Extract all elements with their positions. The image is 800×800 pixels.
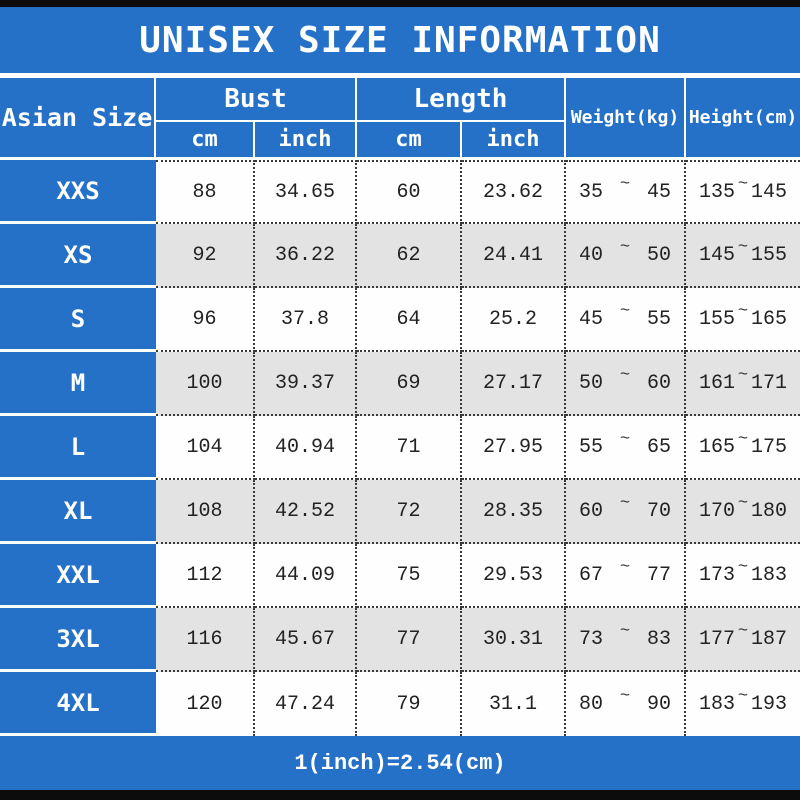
range-tilde: ~ xyxy=(619,365,631,385)
bust-inch-cell: 42.52 xyxy=(255,480,357,544)
height-range-cell: 135 ~145 xyxy=(686,160,800,224)
header-asian-size: Asian Size xyxy=(0,78,156,160)
bust-inch-cell: 37.8 xyxy=(255,288,357,352)
range-tilde: ~ xyxy=(737,237,749,257)
range-tilde: ~ xyxy=(619,493,631,513)
size-table: Asian Size Bust Length Weight(kg) Height… xyxy=(0,78,800,736)
bust-cm-cell: 100 xyxy=(156,352,255,416)
length-inch-cell: 28.35 xyxy=(462,480,566,544)
size-label-cell: S xyxy=(0,288,156,352)
weight-range-cell: 55 ~65 xyxy=(566,416,686,480)
header-length-cm-unit: cm xyxy=(357,122,462,160)
header-height: Height(cm) xyxy=(686,78,800,160)
title-band: UNISEX SIZE INFORMATION xyxy=(0,7,800,73)
title-separator xyxy=(0,73,800,78)
footer-band: 1(inch)=2.54(cm) xyxy=(0,736,800,790)
bottom-bar xyxy=(0,790,800,800)
weight-range-cell: 45 ~55 xyxy=(566,288,686,352)
length-cm-cell: 62 xyxy=(357,224,462,288)
size-label-cell: XS xyxy=(0,224,156,288)
bust-inch-cell: 36.22 xyxy=(255,224,357,288)
size-label-cell: XXL xyxy=(0,544,156,608)
range-tilde: ~ xyxy=(737,557,749,577)
range-tilde: ~ xyxy=(619,429,631,449)
bust-cm-cell: 96 xyxy=(156,288,255,352)
range-tilde: ~ xyxy=(737,174,749,194)
bust-cm-cell: 116 xyxy=(156,608,255,672)
header-length: Length xyxy=(357,78,566,122)
length-cm-cell: 72 xyxy=(357,480,462,544)
range-tilde: ~ xyxy=(737,301,749,321)
height-range-cell: 183 ~193 xyxy=(686,672,800,736)
conversion-note: 1(inch)=2.54(cm) xyxy=(294,750,506,776)
header-bust-cm-unit: cm xyxy=(156,122,255,160)
header-weight: Weight(kg) xyxy=(566,78,686,160)
length-cm-cell: 77 xyxy=(357,608,462,672)
top-bar xyxy=(0,0,800,7)
bust-cm-cell: 112 xyxy=(156,544,255,608)
bust-cm-cell: 92 xyxy=(156,224,255,288)
header-length-inch-unit: inch xyxy=(462,122,566,160)
size-label-cell: 3XL xyxy=(0,608,156,672)
range-tilde: ~ xyxy=(619,301,631,321)
weight-range-cell: 50 ~60 xyxy=(566,352,686,416)
height-range-cell: 155 ~165 xyxy=(686,288,800,352)
range-tilde: ~ xyxy=(737,493,749,513)
bust-inch-cell: 47.24 xyxy=(255,672,357,736)
bust-cm-cell: 120 xyxy=(156,672,255,736)
length-inch-cell: 25.2 xyxy=(462,288,566,352)
length-inch-cell: 27.17 xyxy=(462,352,566,416)
weight-range-cell: 73 ~83 xyxy=(566,608,686,672)
length-cm-cell: 69 xyxy=(357,352,462,416)
range-tilde: ~ xyxy=(619,237,631,257)
range-tilde: ~ xyxy=(619,557,631,577)
length-inch-cell: 24.41 xyxy=(462,224,566,288)
length-inch-cell: 29.53 xyxy=(462,544,566,608)
page-title: UNISEX SIZE INFORMATION xyxy=(139,19,661,61)
size-label-cell: L xyxy=(0,416,156,480)
bust-inch-cell: 44.09 xyxy=(255,544,357,608)
range-tilde: ~ xyxy=(619,686,631,706)
length-cm-cell: 75 xyxy=(357,544,462,608)
bust-cm-cell: 108 xyxy=(156,480,255,544)
height-range-cell: 145 ~155 xyxy=(686,224,800,288)
range-tilde: ~ xyxy=(619,621,631,641)
range-tilde: ~ xyxy=(737,365,749,385)
length-cm-cell: 79 xyxy=(357,672,462,736)
size-label-cell: XL xyxy=(0,480,156,544)
bust-inch-cell: 45.67 xyxy=(255,608,357,672)
length-cm-cell: 60 xyxy=(357,160,462,224)
height-range-cell: 177 ~187 xyxy=(686,608,800,672)
size-label-cell: XXS xyxy=(0,160,156,224)
weight-range-cell: 40 ~50 xyxy=(566,224,686,288)
length-inch-cell: 23.62 xyxy=(462,160,566,224)
header-bust-inch-unit: inch xyxy=(255,122,357,160)
range-tilde: ~ xyxy=(737,621,749,641)
weight-range-cell: 60 ~70 xyxy=(566,480,686,544)
bust-cm-cell: 88 xyxy=(156,160,255,224)
length-inch-cell: 31.1 xyxy=(462,672,566,736)
height-range-cell: 161 ~171 xyxy=(686,352,800,416)
length-inch-cell: 27.95 xyxy=(462,416,566,480)
height-range-cell: 173 ~183 xyxy=(686,544,800,608)
height-range-cell: 170 ~180 xyxy=(686,480,800,544)
length-inch-cell: 30.31 xyxy=(462,608,566,672)
range-tilde: ~ xyxy=(737,429,749,449)
bust-inch-cell: 40.94 xyxy=(255,416,357,480)
header-bust: Bust xyxy=(156,78,357,122)
length-cm-cell: 71 xyxy=(357,416,462,480)
weight-range-cell: 35 ~45 xyxy=(566,160,686,224)
length-cm-cell: 64 xyxy=(357,288,462,352)
range-tilde: ~ xyxy=(619,174,631,194)
bust-cm-cell: 104 xyxy=(156,416,255,480)
bust-inch-cell: 34.65 xyxy=(255,160,357,224)
height-range-cell: 165 ~175 xyxy=(686,416,800,480)
range-tilde: ~ xyxy=(737,686,749,706)
weight-range-cell: 80 ~90 xyxy=(566,672,686,736)
bust-inch-cell: 39.37 xyxy=(255,352,357,416)
size-label-cell: M xyxy=(0,352,156,416)
weight-range-cell: 67 ~77 xyxy=(566,544,686,608)
size-label-cell: 4XL xyxy=(0,672,156,736)
